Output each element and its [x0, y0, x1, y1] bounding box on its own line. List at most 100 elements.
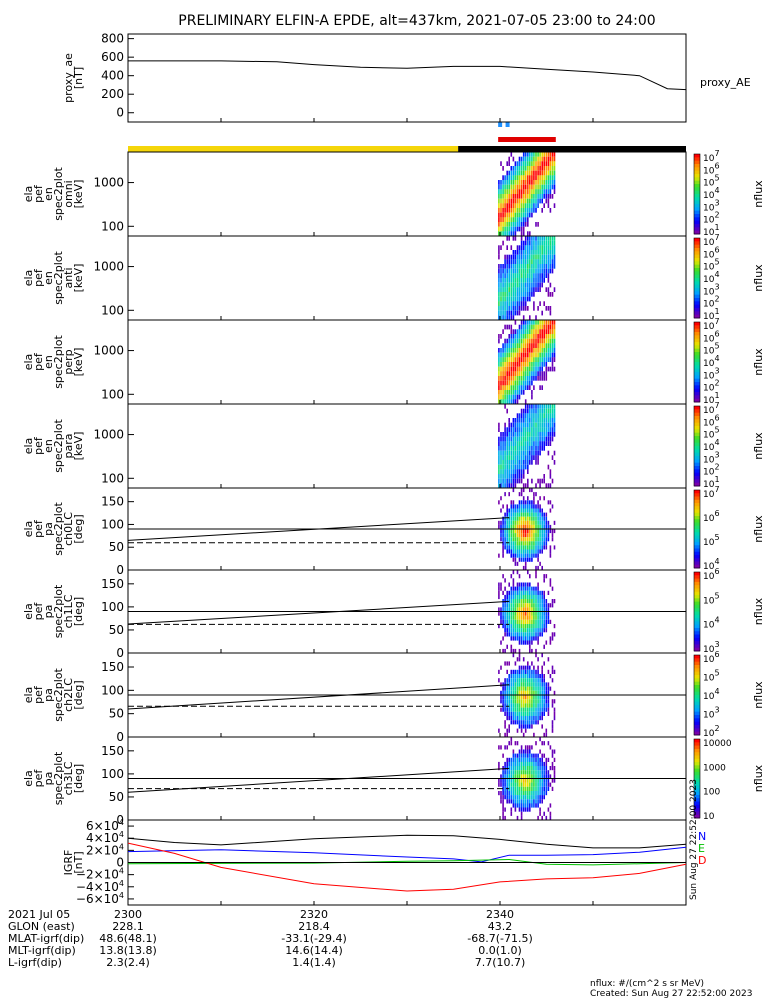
panel-ylabel-line: spec2plot — [52, 251, 65, 305]
panel-ylabel-line: [deg] — [72, 764, 85, 793]
spec-cell — [533, 686, 535, 691]
colorbar-step — [694, 791, 700, 796]
spec-cell — [527, 665, 529, 670]
spec-cell — [533, 674, 535, 679]
spec-cell — [524, 636, 527, 641]
panel-ylabel-line: pef — [32, 519, 45, 538]
colorbar-step — [694, 241, 700, 246]
spec-cell — [508, 203, 510, 208]
spec-cell — [547, 786, 550, 791]
spec-cell — [529, 282, 531, 288]
spec-cell — [524, 175, 527, 180]
spec-cell — [535, 264, 537, 269]
spec-cell — [514, 287, 517, 292]
spec-cell — [533, 343, 535, 348]
spec-cell — [516, 189, 519, 194]
spec-cell — [516, 545, 519, 550]
ytick-label: 100 — [101, 219, 124, 233]
spec-cell — [541, 607, 543, 612]
spec-cell — [527, 669, 529, 674]
colorbar-step — [694, 338, 700, 343]
spec-cell — [529, 686, 531, 691]
spec-cell — [533, 611, 535, 616]
spec-cell — [498, 264, 500, 269]
spec-cell — [549, 254, 552, 260]
spec-cell — [531, 674, 533, 679]
colorbar-step — [694, 519, 700, 523]
spec-cell — [498, 194, 500, 199]
spec-cell — [514, 338, 517, 344]
spec-cell — [502, 352, 504, 358]
spec-cell — [518, 695, 521, 700]
spec-cell — [527, 686, 529, 691]
spec-cell — [514, 549, 517, 554]
spec-cell — [510, 590, 513, 595]
spec-cell — [510, 301, 513, 306]
spec-cell — [516, 273, 519, 278]
spec-cell — [539, 811, 541, 816]
colorbar-step — [694, 647, 700, 652]
spec-cell — [527, 334, 529, 339]
spec-cell — [516, 455, 519, 460]
spec-cell — [545, 728, 548, 733]
spec-cell — [516, 268, 519, 274]
spec-cell — [537, 441, 539, 446]
spectrogram-pa_ch2 — [498, 653, 556, 737]
spec-cell — [518, 582, 521, 587]
spec-cell — [547, 254, 550, 260]
spec-cell — [508, 690, 510, 695]
table-cell: 2.3(2.4) — [106, 956, 150, 969]
spec-cell — [510, 512, 513, 517]
colorbar-step — [694, 725, 700, 729]
spec-cell — [502, 619, 504, 624]
spec-cell — [551, 357, 554, 362]
spec-cell — [500, 611, 502, 616]
spec-cell — [539, 236, 541, 241]
spec-cell — [539, 615, 541, 620]
ytick-label: 1000 — [93, 176, 124, 190]
spec-cell — [516, 508, 519, 513]
spec-cell — [524, 334, 527, 339]
spec-cell — [527, 259, 529, 264]
spec-cell — [506, 427, 508, 432]
spec-cell — [498, 222, 500, 227]
spec-cell — [516, 549, 519, 554]
spec-cell — [498, 678, 500, 683]
spec-cell — [535, 156, 537, 162]
spec-cell — [527, 695, 529, 700]
spec-cell — [527, 357, 529, 362]
spec-cell — [541, 413, 543, 418]
spec-cell — [524, 170, 527, 176]
table-cell: 7.7(10.7) — [475, 956, 526, 969]
spec-cell — [506, 745, 508, 750]
spec-cell — [541, 352, 543, 358]
spec-cell — [506, 624, 508, 629]
spec-cell — [510, 450, 513, 456]
spec-cell — [551, 240, 554, 246]
spec-cell — [524, 508, 527, 513]
spec-cell — [514, 795, 517, 800]
spec-cell — [500, 699, 502, 704]
spec-cell — [514, 217, 517, 222]
spec-cell — [516, 632, 519, 637]
spec-cell — [510, 807, 513, 812]
spec-cell — [520, 292, 523, 297]
spec-cell — [520, 549, 523, 554]
spec-cell — [527, 661, 529, 666]
spec-cell — [522, 782, 525, 787]
spec-cell — [545, 166, 548, 171]
spec-cell — [502, 703, 504, 708]
spec-cell — [541, 599, 543, 604]
spec-cell — [541, 524, 543, 529]
spec-cell — [508, 436, 510, 442]
spec-cell — [527, 329, 529, 334]
spec-cell — [529, 376, 531, 381]
spec-cell — [527, 770, 529, 775]
table-cell: 43.2 — [488, 920, 513, 933]
spec-cell — [524, 799, 527, 804]
spec-cell — [520, 264, 523, 269]
spec-cell — [543, 674, 545, 679]
spec-cell — [500, 348, 502, 353]
spec-cell — [502, 478, 504, 484]
colorbar-step — [694, 771, 700, 776]
